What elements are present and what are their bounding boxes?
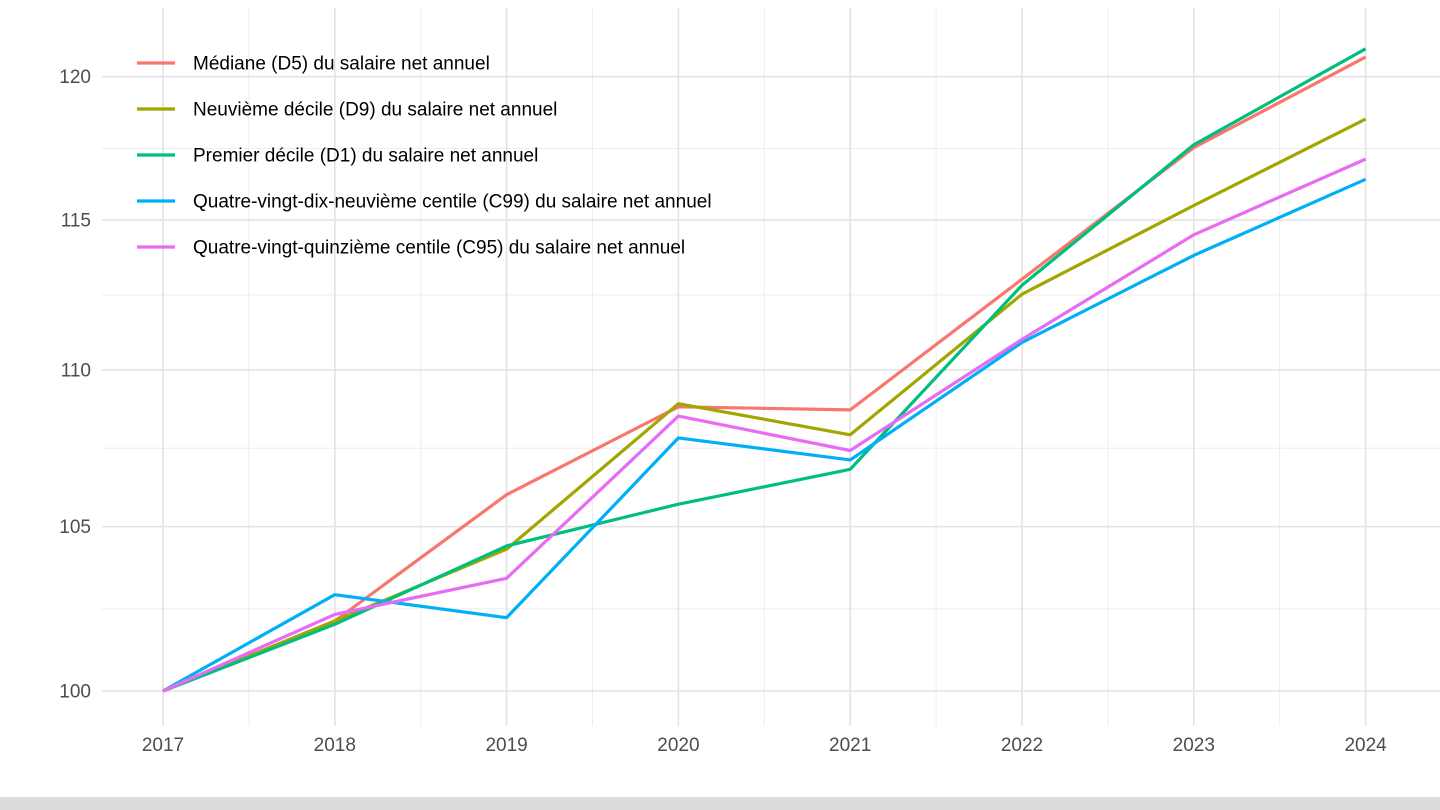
legend-label: Neuvième décile (D9) du salaire net annu… bbox=[193, 100, 557, 121]
y-axis-tick-label: 105 bbox=[59, 517, 91, 538]
legend-label: Premier décile (D1) du salaire net annue… bbox=[193, 146, 538, 167]
y-axis-tick-label: 110 bbox=[61, 360, 91, 381]
legend-item: Quatre-vingt-quinzième centile (C95) du … bbox=[137, 238, 685, 259]
x-axis-tick-label: 2018 bbox=[314, 735, 356, 756]
y-axis-tick-labels: 100 105 110 115 120 bbox=[59, 67, 91, 702]
series-line-2 bbox=[162, 47, 1367, 693]
legend-label: Médiane (D5) du salaire net annuel bbox=[193, 54, 490, 75]
legend-label: Quatre-vingt-dix-neuvième centile (C99) … bbox=[193, 192, 712, 213]
series-lines bbox=[162, 47, 1367, 693]
x-axis-tick-label: 2020 bbox=[657, 735, 699, 756]
bottom-scrollbar-strip bbox=[0, 797, 1440, 810]
legend: Médiane (D5) du salaire net annuel Neuviè… bbox=[137, 54, 712, 259]
x-axis-tick-label: 2021 bbox=[829, 735, 871, 756]
legend-item: Médiane (D5) du salaire net annuel bbox=[137, 54, 490, 75]
x-axis-tick-label: 2024 bbox=[1344, 735, 1387, 756]
x-axis-tick-label: 2022 bbox=[1001, 735, 1043, 756]
grid-major bbox=[102, 8, 1440, 726]
x-axis-tick-label: 2017 bbox=[142, 735, 184, 756]
series-line-4 bbox=[162, 157, 1367, 693]
legend-item: Neuvième décile (D9) du salaire net annu… bbox=[137, 100, 557, 121]
x-axis-tick-labels: 2017 2018 2019 2020 2021 2022 2023 2024 bbox=[142, 735, 1387, 756]
legend-label: Quatre-vingt-quinzième centile (C95) du … bbox=[193, 238, 685, 259]
series-line-3 bbox=[162, 177, 1367, 693]
y-axis-tick-label: 100 bbox=[59, 682, 91, 703]
y-axis-tick-label: 115 bbox=[61, 211, 91, 232]
y-axis-tick-label: 120 bbox=[59, 67, 91, 88]
x-axis-tick-label: 2019 bbox=[485, 735, 527, 756]
x-axis-tick-label: 2023 bbox=[1173, 735, 1215, 756]
legend-item: Quatre-vingt-dix-neuvième centile (C99) … bbox=[137, 192, 712, 213]
legend-item: Premier décile (D1) du salaire net annue… bbox=[137, 146, 538, 167]
